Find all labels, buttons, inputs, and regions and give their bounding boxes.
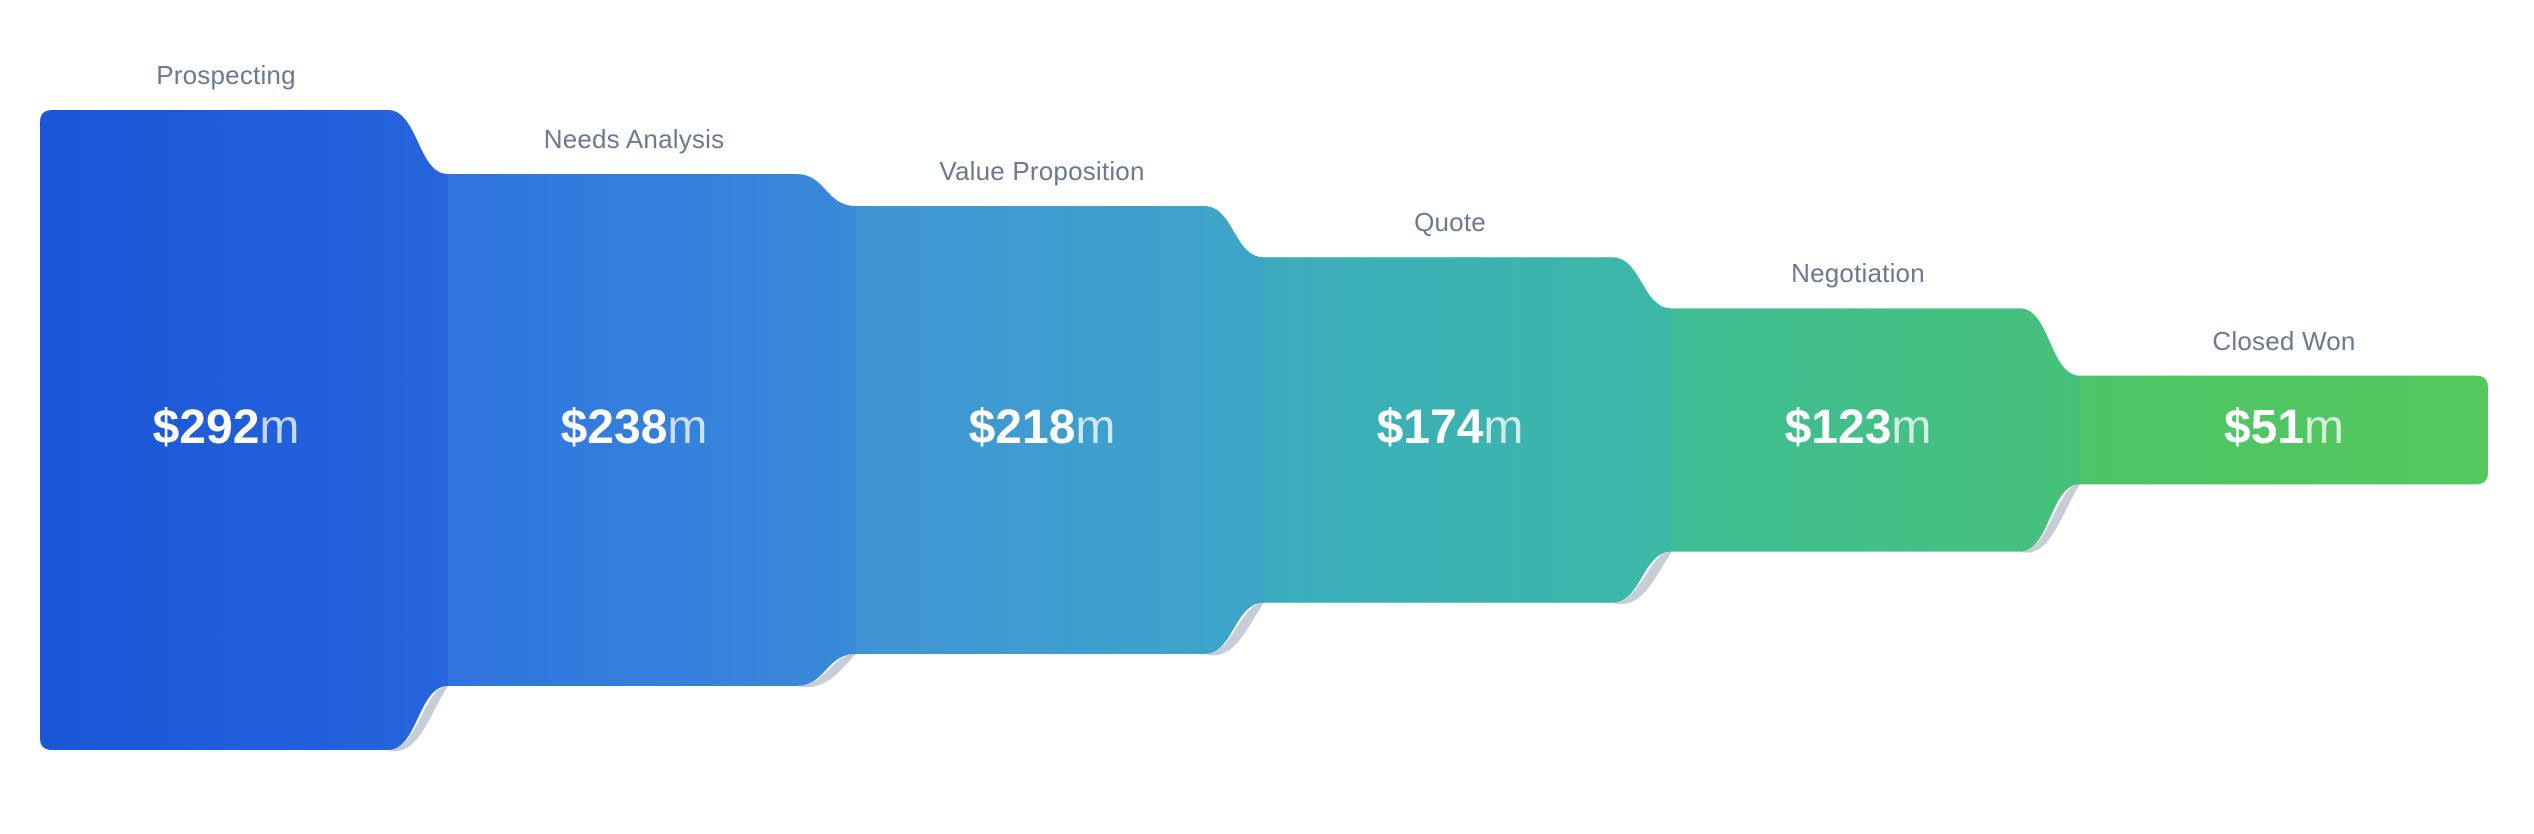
funnel-stage-value: $174m [1377, 401, 1524, 454]
funnel-stage-label: Quote [1414, 207, 1486, 238]
funnel-stage-label: Prospecting [156, 60, 296, 91]
funnel-stage-value: $123m [1785, 401, 1932, 454]
funnel-stage-label: Negotiation [1791, 258, 1925, 289]
funnel-svg: $292m $238m $218m $174m $123m $51m [0, 0, 2534, 834]
funnel-stage-value: $238m [561, 401, 708, 454]
funnel-stage-value: $218m [969, 401, 1116, 454]
funnel-stage-value: $51m [2224, 401, 2344, 454]
funnel-stage-label: Needs Analysis [544, 124, 725, 155]
funnel-stage-label: Closed Won [2212, 326, 2355, 357]
funnel-stage-label: Value Proposition [939, 156, 1144, 187]
funnel-chart: $292m $238m $218m $174m $123m $51m Prospectin… [0, 0, 2534, 834]
funnel-stage-value: $292m [153, 401, 300, 454]
